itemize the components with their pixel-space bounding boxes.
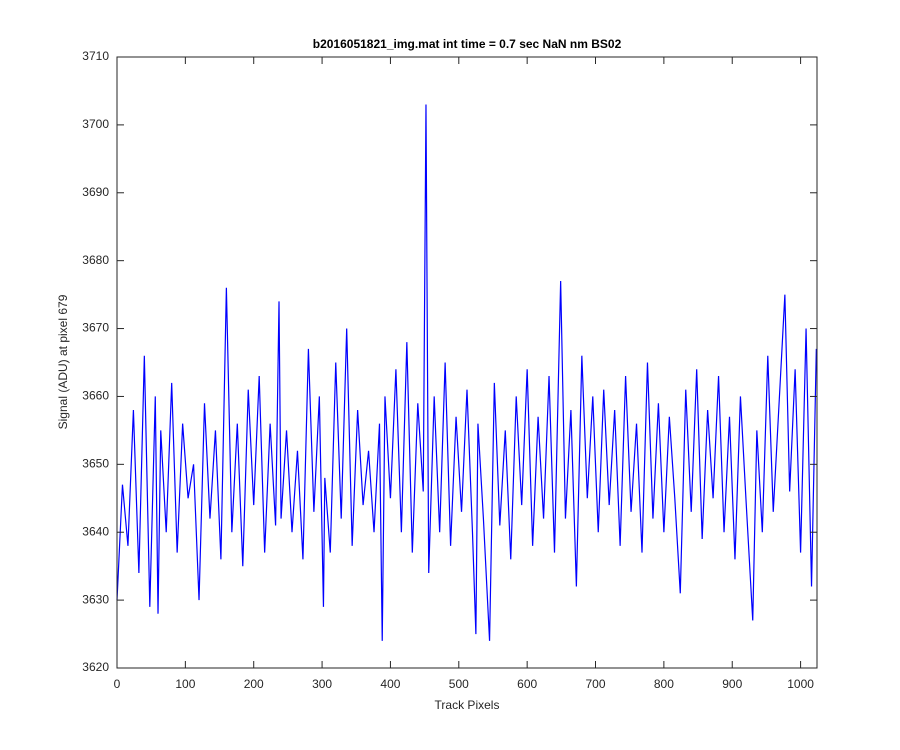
y-tick-label: 3670 bbox=[82, 321, 109, 335]
y-tick-label: 3660 bbox=[82, 389, 109, 403]
x-tick-label: 500 bbox=[449, 677, 469, 691]
x-tick-label: 600 bbox=[517, 677, 537, 691]
x-tick-label: 400 bbox=[380, 677, 400, 691]
axes-frame bbox=[116, 56, 818, 669]
y-tick-label: 3620 bbox=[82, 660, 109, 674]
y-tick-label: 3690 bbox=[82, 185, 109, 199]
y-tick-label: 3710 bbox=[82, 49, 109, 63]
x-tick-label: 900 bbox=[722, 677, 742, 691]
x-tick-label: 1000 bbox=[787, 677, 814, 691]
y-tick-label: 3700 bbox=[82, 117, 109, 131]
x-tick-label: 100 bbox=[175, 677, 195, 691]
y-tick-label: 3640 bbox=[82, 524, 109, 538]
chart-title: b2016051821_img.mat int time = 0.7 sec N… bbox=[313, 37, 622, 51]
x-axis-label: Track Pixels bbox=[435, 698, 500, 712]
y-tick-label: 3630 bbox=[82, 592, 109, 606]
x-tick-label: 0 bbox=[114, 677, 121, 691]
x-tick-label: 700 bbox=[586, 677, 606, 691]
data-line bbox=[116, 104, 817, 641]
y-tick-label: 3650 bbox=[82, 457, 109, 471]
x-tick-label: 300 bbox=[312, 677, 332, 691]
x-tick-label: 800 bbox=[654, 677, 674, 691]
x-tick-label: 200 bbox=[244, 677, 264, 691]
y-axis-label: Signal (ADU) at pixel 679 bbox=[56, 294, 70, 429]
y-tick-label: 3680 bbox=[82, 253, 109, 267]
